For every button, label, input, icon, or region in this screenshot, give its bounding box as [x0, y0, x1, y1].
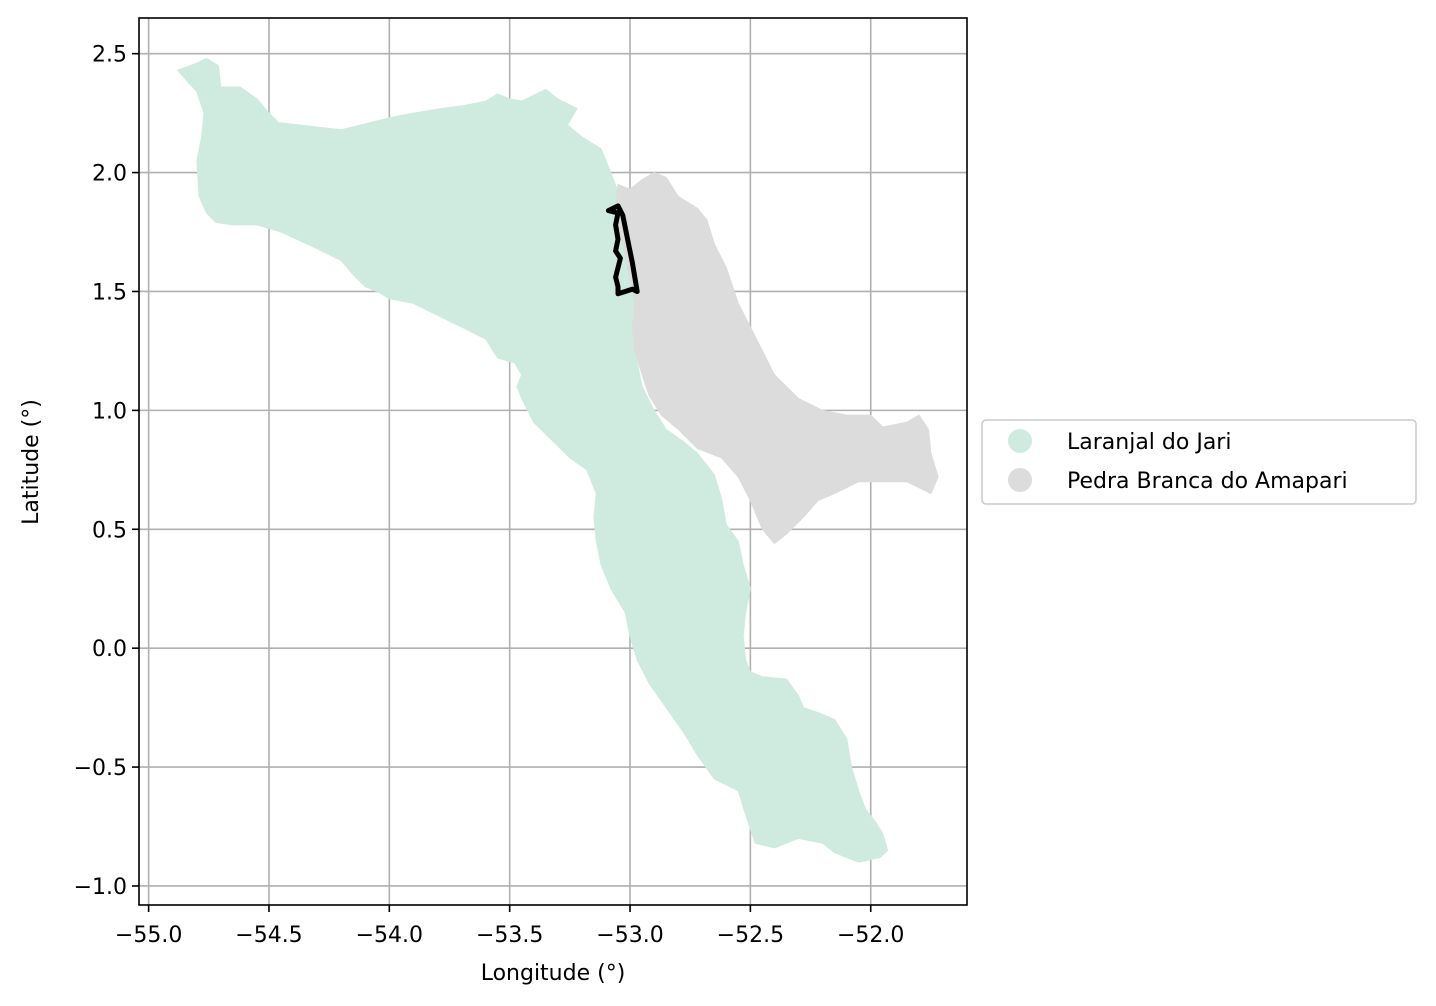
y-tick-label: 0.0	[92, 637, 127, 662]
x-tick-label: −52.5	[717, 923, 784, 948]
y-tick-label: 2.0	[92, 162, 127, 187]
y-axis-label: Latitude (°)	[19, 399, 44, 525]
y-tick-label: 0.5	[92, 518, 127, 543]
y-tick-label: 1.5	[92, 280, 127, 305]
x-tick-label: −52.0	[837, 923, 904, 948]
y-tick-label: 1.0	[92, 399, 127, 424]
boundary-track	[605, 203, 640, 297]
x-axis-label: Longitude (°)	[481, 961, 626, 986]
x-tick-label: −53.0	[596, 923, 663, 948]
x-tick-label: −54.0	[356, 923, 423, 948]
legend-marker-laranjal	[1008, 429, 1032, 453]
legend: Laranjal do Jari Pedra Branca do Amapari	[981, 419, 1417, 505]
track-line	[605, 203, 640, 297]
legend-frame	[981, 419, 1417, 505]
x-tick-label: −55.0	[115, 923, 182, 948]
region-laranjal-do-jari	[176, 57, 889, 863]
y-tick-label: −0.5	[74, 756, 127, 781]
y-tick-label: −1.0	[74, 875, 127, 900]
legend-label-laranjal: Laranjal do Jari	[1067, 430, 1231, 455]
x-tick-label: −54.5	[235, 923, 302, 948]
regions	[176, 57, 939, 863]
y-tick-label: 2.5	[92, 43, 127, 68]
x-tick-label: −53.5	[476, 923, 543, 948]
region-pedra-branca-do-amapari	[615, 172, 939, 545]
legend-label-pedra-branca: Pedra Branca do Amapari	[1067, 469, 1348, 494]
legend-marker-pedra-branca	[1008, 468, 1032, 492]
y-axis-ticks: 2.5 2.0 1.5 1.0 0.5 0.0 −0.5 −1.0	[74, 43, 139, 900]
plot-frame	[138, 17, 968, 906]
x-axis-ticks: −55.0 −54.5 −54.0 −53.5 −53.0 −52.5 −52.0	[115, 905, 904, 948]
